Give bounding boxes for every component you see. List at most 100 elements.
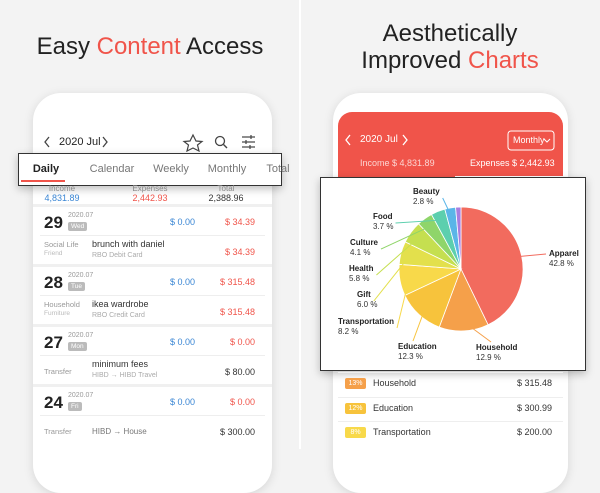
slice-label: Food: [373, 212, 393, 221]
expenses-summary[interactable]: Expenses $ 2,442.93: [470, 158, 555, 168]
tab[interactable]: Monthly: [207, 163, 247, 175]
next-icon[interactable]: [402, 134, 408, 146]
filter-icon[interactable]: [242, 135, 255, 149]
item-amount: $ 315.48: [219, 307, 255, 317]
row-name: Household: [373, 378, 417, 388]
month-label: 2020 Jul: [59, 136, 101, 148]
leader-line: [373, 254, 411, 302]
row-amount: $ 300.99: [516, 402, 552, 413]
item-separator: [40, 235, 265, 236]
percent-badge: 8%: [345, 427, 366, 438]
day-number: 24: [44, 393, 63, 412]
slice-label: Health: [349, 264, 374, 273]
item-category: Transfer: [44, 427, 72, 436]
separator: [33, 324, 272, 327]
leader-line: [396, 278, 410, 329]
percent-badge: 13%: [345, 378, 366, 389]
item-account: HIBD → HIBD Travel: [92, 372, 158, 379]
item-account: RBO Debit Card: [92, 252, 143, 259]
percent-badge: 12%: [345, 402, 366, 414]
income-summary[interactable]: Income $ 4,831.89: [360, 158, 435, 168]
slice-label: Apparel: [549, 249, 579, 258]
leader-line: [395, 219, 442, 224]
row-name: Education: [373, 402, 414, 413]
tab[interactable]: Weekly: [153, 163, 189, 175]
row-amount: $ 200.00: [516, 427, 552, 437]
slice-label: Transportation: [338, 317, 394, 326]
toolbar-icons: [44, 133, 255, 152]
day-expense: $ 0.00: [229, 337, 255, 347]
day-income: $ 0.00: [169, 217, 195, 227]
prev-icon[interactable]: [44, 136, 50, 148]
tab-bar: Daily Calendar Weekly Monthly Total: [18, 153, 290, 186]
header-bar: [338, 112, 563, 180]
item-amount: $ 300.00: [219, 427, 255, 437]
row-name: Transportation: [373, 427, 431, 437]
leader-line: [376, 237, 419, 276]
pie-slice: [455, 206, 462, 270]
day-number: 27: [44, 333, 63, 352]
dropdown-icon: [543, 138, 551, 143]
day-expense: $ 34.39: [224, 217, 255, 227]
slice-label: Education: [398, 342, 437, 351]
leader-line: [463, 321, 492, 343]
divider: [299, 0, 301, 449]
separator: [33, 204, 272, 207]
slice-value-label: 8.2 %: [338, 327, 358, 336]
headline-part: Content: [96, 33, 181, 60]
item-amount: $ 34.39: [224, 247, 255, 257]
weekday-badge: Fri: [68, 402, 82, 411]
day-number: 29: [44, 213, 63, 232]
separator: [33, 264, 272, 267]
headline: Improved Charts: [300, 47, 600, 75]
pie-slice: [460, 206, 524, 326]
day-expense: $ 0.00: [229, 397, 255, 407]
leader-line: [380, 225, 431, 250]
expenses-value: $ 2,442.93: [512, 158, 555, 168]
leader-line: [442, 197, 453, 218]
header-icons: [345, 130, 555, 151]
day-month: 2020.07: [68, 392, 94, 399]
headline-part: Easy: [36, 33, 97, 60]
chart-card: Apparel 42.8 % Household 12.9 % Education 12.…: [320, 177, 586, 371]
slice-value-label: 12.9 %: [476, 353, 501, 362]
item-separator: [40, 355, 265, 356]
income-label: Income: [360, 158, 390, 168]
tab[interactable]: Calendar: [89, 163, 135, 175]
weekday-badge: Tue: [68, 282, 85, 291]
summary-label: Expenses: [132, 184, 168, 193]
next-icon[interactable]: [102, 136, 108, 148]
item-amount: $ 80.00: [224, 367, 255, 377]
item-account: HIBD → House: [92, 427, 147, 436]
headline-part: Access: [180, 33, 264, 60]
headline: Easy Content Access: [0, 33, 300, 61]
day-number: 28: [44, 273, 63, 292]
slice-value-label: 4.1 %: [350, 248, 370, 257]
expenses-label: Expenses: [470, 158, 510, 168]
headline-part: Improved: [361, 47, 469, 74]
slice-value-label: 6.0 %: [357, 300, 377, 309]
tab[interactable]: Total: [266, 163, 290, 175]
row-separator: [338, 421, 563, 422]
row-separator: [338, 372, 563, 373]
summary-value: 2,388.96: [208, 193, 244, 203]
slice-label: Culture: [350, 238, 379, 247]
item-description: minimum fees: [92, 359, 149, 369]
separator: [33, 384, 272, 387]
period-label[interactable]: Monthly: [513, 135, 545, 145]
tab[interactable]: Daily: [32, 163, 60, 175]
period-button[interactable]: [507, 130, 555, 151]
prev-icon[interactable]: [345, 134, 351, 146]
search-icon[interactable]: [214, 135, 228, 149]
item-subcategory: Friend: [44, 250, 63, 257]
leader-line: [512, 253, 547, 258]
row-separator: [338, 396, 563, 398]
headline: Aesthetically: [382, 20, 518, 47]
summary-label: Total: [217, 184, 235, 193]
leader-line: [412, 307, 426, 342]
star-icon[interactable]: [182, 133, 204, 152]
headline-part: Charts: [468, 47, 539, 74]
income-value: $ 4,831.89: [392, 158, 435, 168]
